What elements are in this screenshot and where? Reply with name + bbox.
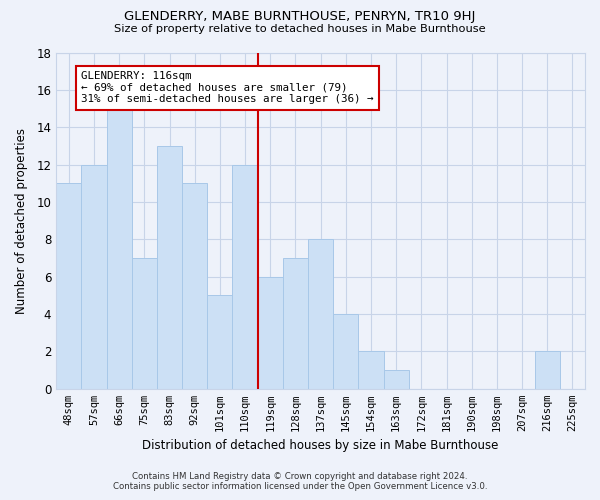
Bar bbox=[535, 352, 560, 389]
Bar bbox=[132, 258, 157, 389]
Text: GLENDERRY, MABE BURNTHOUSE, PENRYN, TR10 9HJ: GLENDERRY, MABE BURNTHOUSE, PENRYN, TR10… bbox=[124, 10, 476, 23]
Bar bbox=[257, 276, 283, 389]
Bar bbox=[283, 258, 308, 389]
X-axis label: Distribution of detached houses by size in Mabe Burnthouse: Distribution of detached houses by size … bbox=[142, 440, 499, 452]
Bar bbox=[182, 184, 207, 389]
Text: GLENDERRY: 116sqm
← 69% of detached houses are smaller (79)
31% of semi-detached: GLENDERRY: 116sqm ← 69% of detached hous… bbox=[82, 71, 374, 104]
Bar bbox=[56, 184, 82, 389]
Bar bbox=[232, 164, 257, 389]
Bar bbox=[308, 240, 333, 389]
Bar bbox=[107, 108, 132, 389]
Bar bbox=[157, 146, 182, 389]
Bar bbox=[358, 352, 383, 389]
Bar bbox=[333, 314, 358, 389]
Text: Contains HM Land Registry data © Crown copyright and database right 2024.
Contai: Contains HM Land Registry data © Crown c… bbox=[113, 472, 487, 491]
Bar bbox=[207, 296, 232, 389]
Y-axis label: Number of detached properties: Number of detached properties bbox=[15, 128, 28, 314]
Bar bbox=[82, 164, 107, 389]
Bar bbox=[383, 370, 409, 389]
Text: Size of property relative to detached houses in Mabe Burnthouse: Size of property relative to detached ho… bbox=[114, 24, 486, 34]
